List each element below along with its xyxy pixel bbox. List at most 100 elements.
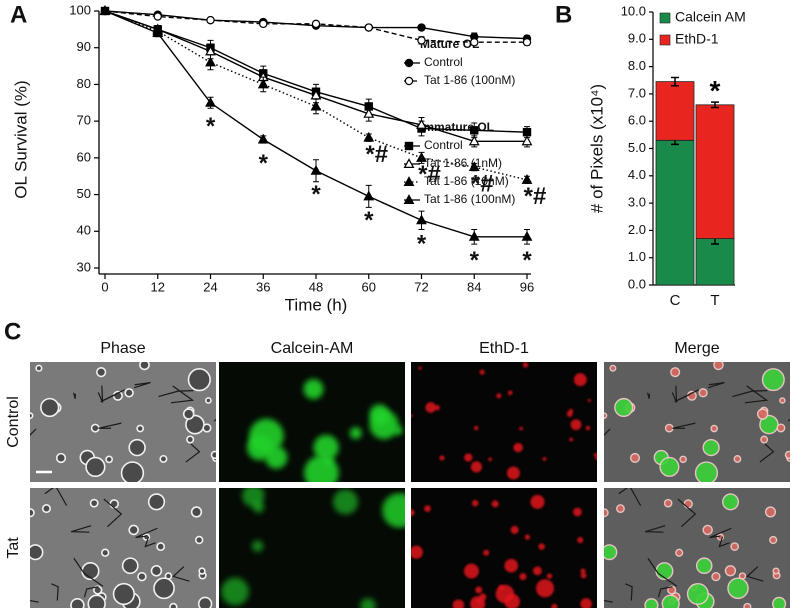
process (645, 525, 666, 533)
red-cell (418, 366, 422, 370)
marker (417, 36, 426, 45)
cell (112, 582, 135, 606)
significance-mark: * (522, 247, 532, 274)
y-tick-label: 0.0 (628, 276, 646, 291)
red-cell (506, 466, 520, 480)
merged-cell (698, 388, 708, 398)
image-content (411, 362, 597, 480)
x-tick-label: 96 (520, 279, 534, 294)
green-cell (349, 427, 362, 439)
red-cell (530, 494, 545, 509)
significance-mark: * (364, 207, 374, 234)
red-cell (479, 369, 485, 375)
green-cell (251, 540, 264, 552)
bar-segment (695, 104, 735, 239)
x-tick-label: 72 (414, 279, 428, 294)
process (671, 385, 678, 403)
marker (416, 152, 427, 162)
marker (417, 23, 426, 32)
cell (139, 362, 150, 371)
process (172, 566, 190, 582)
image-background (411, 362, 597, 482)
red-cell (580, 568, 586, 574)
cell (30, 412, 34, 420)
y-tick-label: 1.0 (628, 249, 646, 264)
red-cell (535, 579, 555, 598)
marker (311, 19, 321, 29)
green-cell (304, 455, 339, 482)
process (73, 557, 104, 587)
red-cell (491, 500, 499, 508)
merged-cell (710, 424, 718, 433)
red-cell (570, 419, 582, 431)
marker (470, 38, 479, 47)
merged-cell (771, 596, 787, 608)
green-cell (221, 577, 249, 606)
cell (159, 454, 168, 463)
marker (403, 158, 415, 168)
merged-cell (779, 397, 786, 404)
merged-cell (644, 598, 659, 608)
merged-cell (695, 557, 713, 574)
cell (30, 508, 35, 518)
red-cell (452, 599, 465, 608)
merged-cell (667, 585, 677, 595)
process (103, 498, 123, 528)
red-cell (475, 586, 483, 594)
y-tick-label: 90 (77, 39, 91, 54)
red-cell (425, 402, 437, 413)
marker (257, 133, 269, 144)
legend-title: Mature OL (420, 37, 479, 51)
x-axis-label: Time (h) (285, 295, 348, 314)
y-tick-label: 10.0 (621, 3, 646, 18)
merged-cell (683, 499, 693, 509)
cell (90, 423, 100, 433)
red-cell (519, 426, 524, 431)
merged-cell (663, 498, 673, 508)
process (72, 392, 76, 399)
cell (93, 585, 103, 595)
cell (187, 368, 211, 392)
red-cell (566, 411, 573, 418)
green-cell (360, 598, 376, 608)
process (657, 586, 673, 598)
marker (152, 27, 164, 38)
x-tick-label: 36 (256, 279, 270, 294)
merged-cell (772, 567, 780, 575)
process (71, 525, 92, 533)
micrograph (30, 362, 216, 482)
red-cell (519, 573, 527, 581)
merged-cell (713, 362, 724, 371)
cell (190, 506, 203, 518)
y-tick-label: 3.0 (628, 195, 646, 210)
y-tick-label: 2.0 (628, 222, 646, 237)
marker (153, 12, 162, 21)
marker (257, 78, 269, 89)
significance-mark: * (206, 113, 216, 140)
merged-cell (702, 438, 720, 457)
red-cell (546, 573, 553, 579)
legend-label: Tat 1-86 (10nM) (424, 174, 509, 188)
cell (120, 461, 145, 482)
green-cell (393, 425, 403, 435)
cell (169, 602, 178, 608)
cell (35, 364, 43, 372)
marker (206, 15, 215, 25)
process (97, 385, 104, 403)
legend-label: Calcein AM (675, 9, 746, 25)
y-tick-label: 60 (77, 149, 91, 164)
cell (136, 424, 145, 433)
marker (404, 58, 414, 68)
red-cell (522, 362, 529, 368)
merged-cell (727, 577, 749, 600)
red-cell (573, 373, 587, 387)
x-tick-label: 84 (467, 279, 481, 294)
cell (182, 408, 195, 420)
bar-segment (695, 238, 735, 286)
process (44, 488, 68, 506)
image-content (30, 362, 216, 482)
row-label: Control (5, 396, 22, 448)
micrograph (604, 362, 790, 482)
merged-cell (743, 602, 752, 608)
